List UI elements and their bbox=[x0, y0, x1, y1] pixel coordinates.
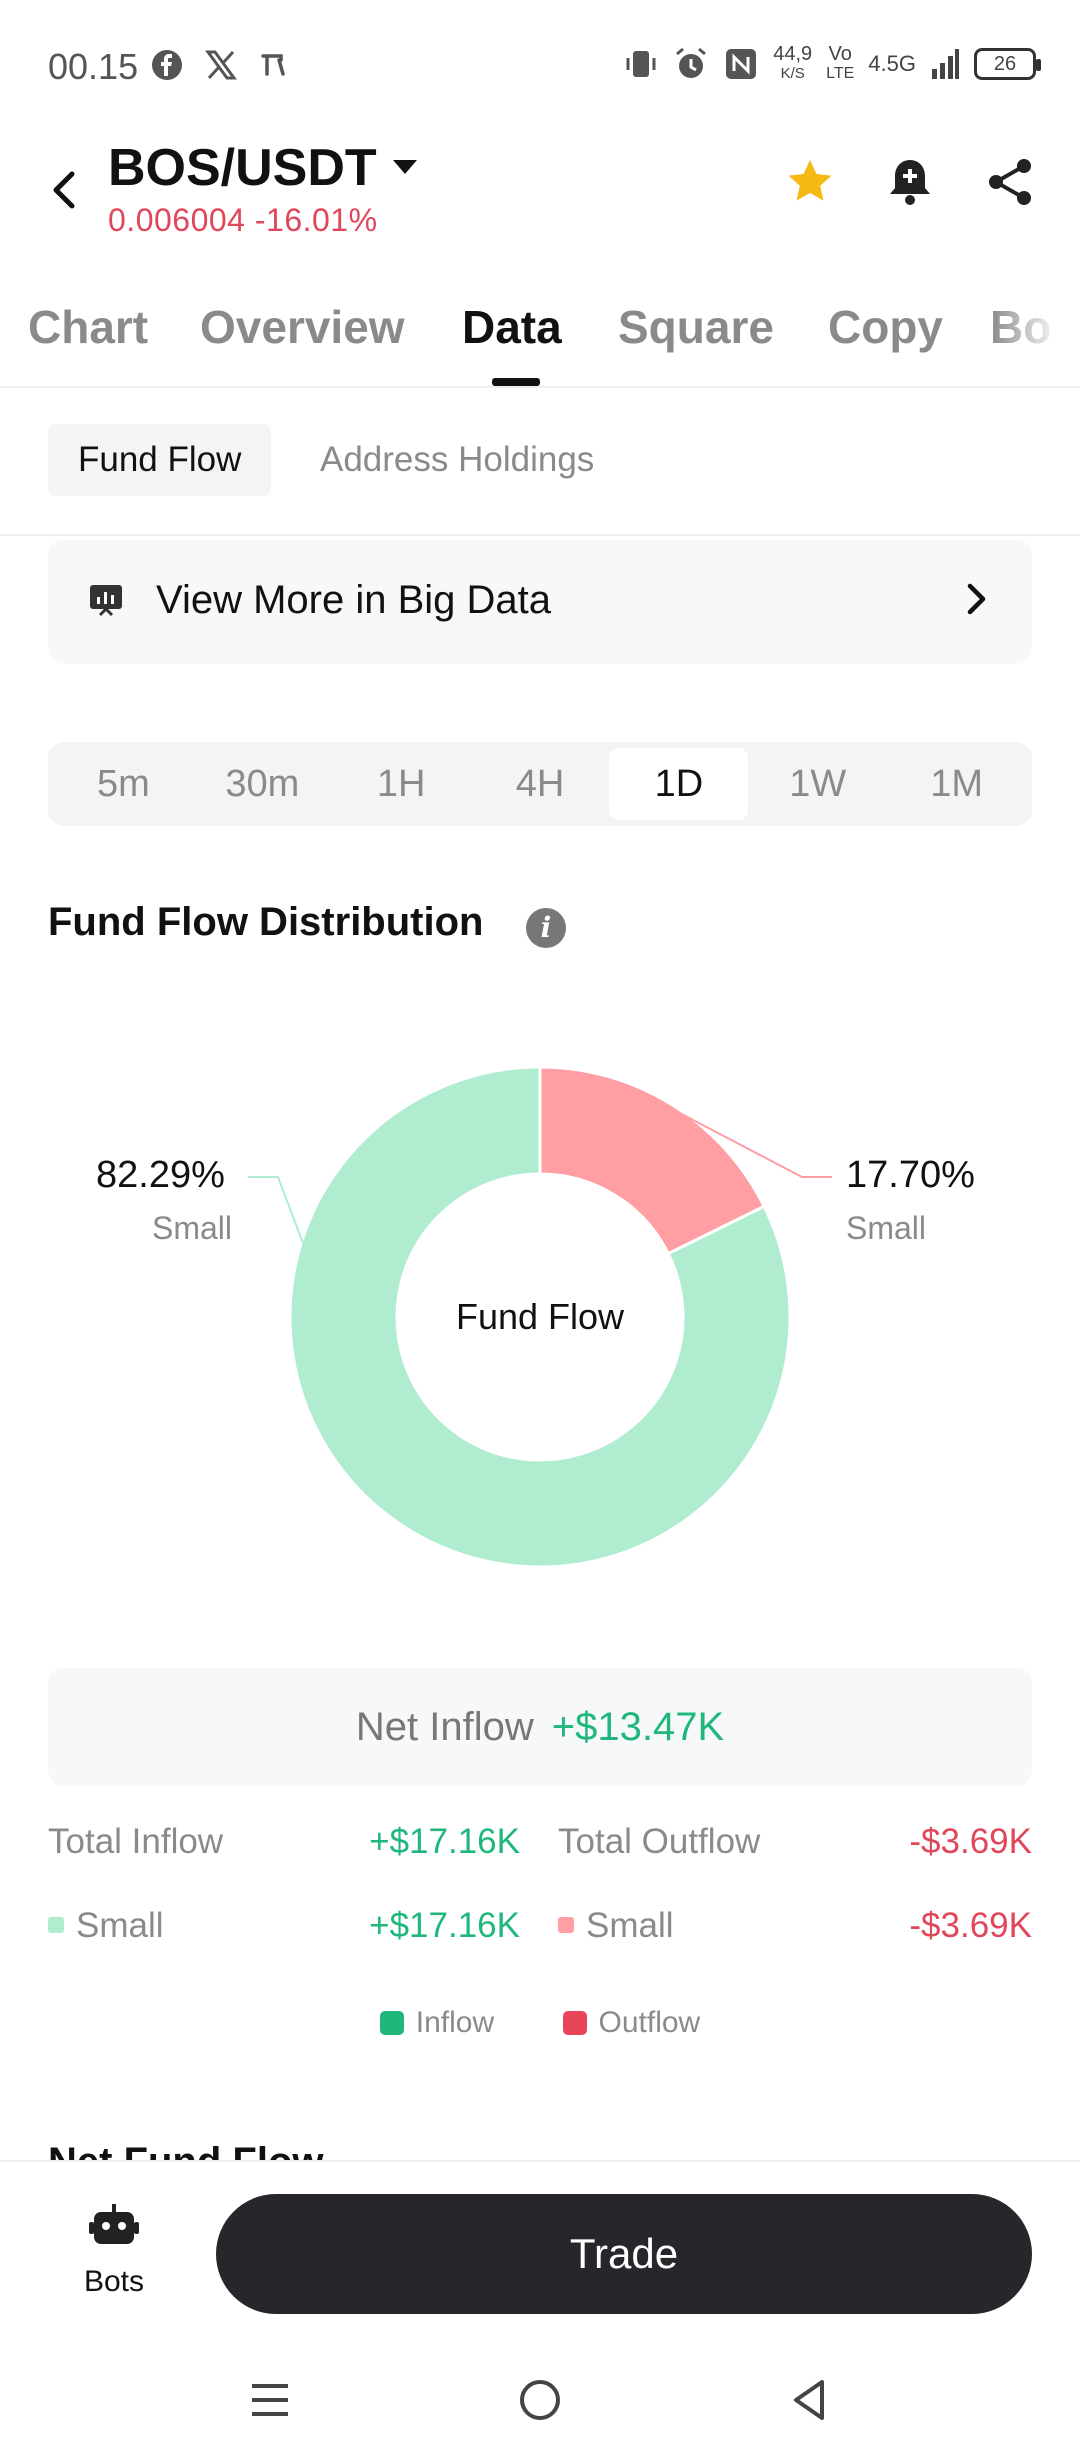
net-inflow-label: Net Inflow bbox=[355, 1705, 534, 1749]
donut-center-label: Fund Flow bbox=[455, 1296, 625, 1337]
nav-home-button[interactable] bbox=[504, 2364, 576, 2436]
back-icon bbox=[53, 171, 75, 209]
timeframe-30m[interactable]: 30m bbox=[225, 763, 300, 805]
network-type: 4.5G bbox=[868, 51, 916, 76]
subtab-address-holdings[interactable]: Address Holdings bbox=[320, 440, 595, 479]
caret-down-icon[interactable] bbox=[390, 152, 420, 182]
inflow-percent-label: 82.29% bbox=[96, 1154, 225, 1196]
small-row: Small +$17.16K Small -$3.69K bbox=[48, 1906, 1032, 1956]
net-inflow-box: Net Inflow +$13.47K bbox=[48, 1668, 1032, 1786]
fund-flow-donut: 82.29% Small 17.70% Small Fund Flow bbox=[0, 1040, 1080, 1580]
nav-back-button[interactable] bbox=[774, 2364, 846, 2436]
donut-chart bbox=[248, 1065, 832, 1569]
share-icon bbox=[989, 159, 1031, 205]
big-data-banner[interactable]: View More in Big Data bbox=[48, 540, 1032, 664]
back-nav-icon bbox=[794, 2380, 824, 2420]
inflow-leader-line bbox=[248, 1176, 411, 1527]
legend-outflow-swatch bbox=[562, 2011, 587, 2035]
share-button[interactable] bbox=[984, 156, 1036, 208]
price-change: 0.006004 -16.01% bbox=[108, 202, 378, 238]
presentation-chart-icon bbox=[90, 585, 122, 617]
legend-inflow: Inflow bbox=[379, 2006, 494, 2040]
timeframe-5m[interactable]: 5m bbox=[97, 763, 150, 805]
alarm-icon bbox=[676, 47, 707, 78]
total-inflow-value: +$17.16K bbox=[369, 1822, 520, 1861]
outflow-percent-label: 17.70% bbox=[846, 1154, 975, 1196]
totals-row: Total Inflow +$17.16K Total Outflow -$3.… bbox=[48, 1822, 1032, 1872]
x-icon bbox=[205, 50, 237, 80]
tab-copy[interactable]: Copy bbox=[828, 301, 943, 353]
battery-icon: 26 bbox=[974, 48, 1041, 80]
signal-icon bbox=[932, 49, 959, 79]
tab-chart[interactable]: Chart bbox=[28, 301, 149, 353]
pair-selector[interactable]: BOS/USDT bbox=[108, 139, 377, 197]
app-icon bbox=[261, 54, 285, 76]
timeframe-selector: 5m 30m 1H 4H 1D 1W 1M bbox=[48, 742, 1032, 826]
alert-button[interactable] bbox=[884, 156, 936, 208]
status-bar: 00.15 44,9 K/S Vo LTE 4.5G 26 bbox=[0, 0, 1080, 130]
trade-button[interactable]: Trade bbox=[216, 2194, 1032, 2314]
banner-text: View More in Big Data bbox=[156, 578, 551, 622]
inflow-slice-label: Small bbox=[152, 1210, 233, 1246]
subtab-fund-flow[interactable]: Fund Flow bbox=[48, 424, 272, 496]
total-inflow-label: Total Inflow bbox=[48, 1822, 224, 1861]
timeframe-1d[interactable]: 1D bbox=[609, 748, 749, 820]
pair-header: BOS/USDT 0.006004 -16.01% bbox=[0, 130, 1080, 260]
menu-icon bbox=[252, 2384, 288, 2416]
bottom-action-bar: Bots Trade bbox=[0, 2160, 1080, 2340]
volte-indicator: Vo LTE bbox=[826, 43, 855, 82]
outflow-small-dot bbox=[558, 1916, 574, 1933]
outflow-small-label: Small bbox=[558, 1906, 674, 1946]
net-inflow-value: +$13.47K bbox=[551, 1705, 725, 1749]
status-notification-icons bbox=[150, 48, 288, 82]
timeframe-1m[interactable]: 1M bbox=[930, 763, 983, 805]
nfc-icon bbox=[726, 49, 757, 79]
main-tabs: Chart Overview Data Square Copy Bo bbox=[0, 290, 1080, 388]
timeframe-1w[interactable]: 1W bbox=[789, 763, 847, 805]
outflow-slice-label: Small bbox=[846, 1210, 927, 1246]
legend-outflow: Outflow bbox=[562, 2006, 700, 2040]
timeframe-4h[interactable]: 4H bbox=[515, 763, 565, 805]
legend-inflow-swatch bbox=[379, 2011, 404, 2035]
tab-data[interactable]: Data bbox=[462, 301, 562, 353]
inflow-small-label: Small bbox=[48, 1906, 164, 1946]
system-nav-bar bbox=[0, 2340, 1080, 2460]
status-system-icons: 44,9 K/S Vo LTE 4.5G 26 bbox=[623, 43, 1041, 84]
tab-fade bbox=[990, 290, 1080, 386]
info-icon[interactable]: i bbox=[526, 908, 566, 948]
net-speed: 44,9 K/S bbox=[773, 43, 813, 82]
total-outflow-label: Total Outflow bbox=[558, 1822, 761, 1861]
nav-menu-button[interactable] bbox=[234, 2364, 306, 2436]
tab-active-indicator bbox=[492, 378, 540, 386]
inflow-small-dot bbox=[48, 1916, 64, 1933]
vibrate-icon bbox=[626, 51, 656, 77]
home-icon bbox=[520, 2380, 560, 2420]
donut-slice-inflow bbox=[288, 1065, 792, 1569]
back-button[interactable] bbox=[44, 160, 94, 220]
tab-overview[interactable]: Overview bbox=[200, 301, 405, 353]
inflow-small-value: +$17.16K bbox=[369, 1906, 520, 1945]
tab-square[interactable]: Square bbox=[618, 301, 774, 353]
facebook-icon bbox=[152, 50, 182, 80]
outflow-small-value: -$3.69K bbox=[909, 1906, 1032, 1945]
sub-tabs: Fund Flow Address Holdings bbox=[0, 388, 1080, 536]
favorite-button[interactable] bbox=[784, 156, 836, 208]
bots-label: Bots bbox=[83, 2265, 145, 2298]
chevron-right-icon bbox=[967, 583, 986, 615]
donut-slice-outflow bbox=[538, 1065, 767, 1256]
chart-legend: Inflow Outflow bbox=[0, 2006, 1080, 2043]
bell-icon bbox=[890, 160, 930, 205]
total-outflow-value: -$3.69K bbox=[909, 1822, 1032, 1861]
star-icon bbox=[788, 160, 832, 201]
status-time: 00.15 bbox=[48, 46, 139, 87]
robot-icon bbox=[89, 2204, 139, 2244]
outflow-leader-line bbox=[669, 1106, 832, 1178]
timeframe-1h[interactable]: 1H bbox=[376, 763, 426, 805]
bots-button[interactable]: Bots bbox=[60, 2202, 168, 2299]
section-title: Fund Flow Distribution bbox=[48, 900, 484, 944]
